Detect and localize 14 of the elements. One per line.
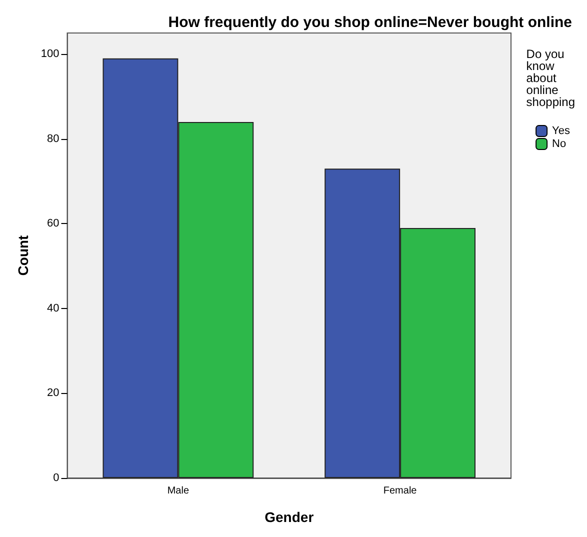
y-tick-label: 20 <box>47 387 60 400</box>
x-tick-label: Male <box>167 486 190 496</box>
y-tick-label: 40 <box>47 302 60 314</box>
y-axis-title: Count <box>15 234 31 276</box>
y-tick-label: 0 <box>53 472 60 484</box>
chart-title: How frequently do you shop online=Never bought online <box>168 14 572 31</box>
legend-label: No <box>552 138 566 150</box>
x-tick-label: Female <box>383 486 418 496</box>
x-axis-title: Gender <box>264 509 314 525</box>
y-tick-label: 60 <box>47 218 60 230</box>
legend-label: Yes <box>552 125 570 137</box>
legend-title: Do you know about online shopping <box>526 47 576 109</box>
y-tick-label: 80 <box>47 132 60 145</box>
y-tick-label: 100 <box>40 48 60 60</box>
